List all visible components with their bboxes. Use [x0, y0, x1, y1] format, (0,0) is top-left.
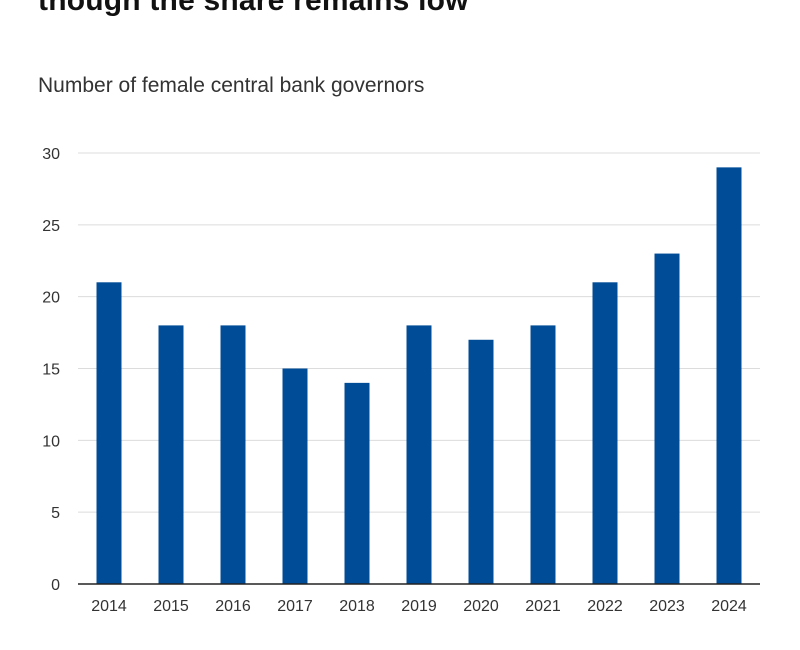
chart-subtitle: Number of female central bank governors	[38, 74, 425, 97]
y-tick-label: 10	[42, 433, 60, 450]
y-tick-label: 15	[42, 362, 60, 379]
bar-2017	[282, 368, 308, 584]
y-tick-label: 5	[51, 505, 60, 522]
x-tick-label: 2016	[215, 598, 251, 615]
bar-2014	[96, 282, 122, 584]
bar-2021	[530, 325, 556, 584]
x-tick-label: 2022	[587, 598, 623, 615]
x-tick-label: 2015	[153, 598, 189, 615]
bar-2019	[406, 325, 432, 584]
bar-2018	[344, 382, 370, 584]
bar-2016	[220, 325, 246, 584]
y-tick-label: 20	[42, 290, 60, 307]
x-tick-label: 2021	[525, 598, 561, 615]
bar-2020	[468, 339, 494, 584]
x-tick-label: 2017	[277, 598, 313, 615]
x-tick-label: 2018	[339, 598, 375, 615]
bars	[96, 167, 742, 585]
y-tick-label: 25	[42, 218, 60, 235]
x-tick-label: 2023	[649, 598, 685, 615]
tick-labels: 0 5 10 15 20 25 30 2014 2015 2016 2017 2018 2019 2020…	[42, 146, 747, 615]
chart-title: though the share remains low	[38, 0, 469, 17]
bar-2023	[654, 253, 680, 585]
y-tick-label: 30	[42, 146, 60, 163]
x-tick-label: 2020	[463, 598, 499, 615]
y-tick-label: 0	[51, 577, 60, 594]
x-tick-label: 2014	[91, 598, 127, 615]
bar-2015	[158, 325, 184, 584]
x-tick-label: 2019	[401, 598, 437, 615]
x-tick-label: 2024	[711, 598, 747, 615]
bar-2022	[592, 282, 618, 584]
bar-2024	[716, 167, 742, 584]
